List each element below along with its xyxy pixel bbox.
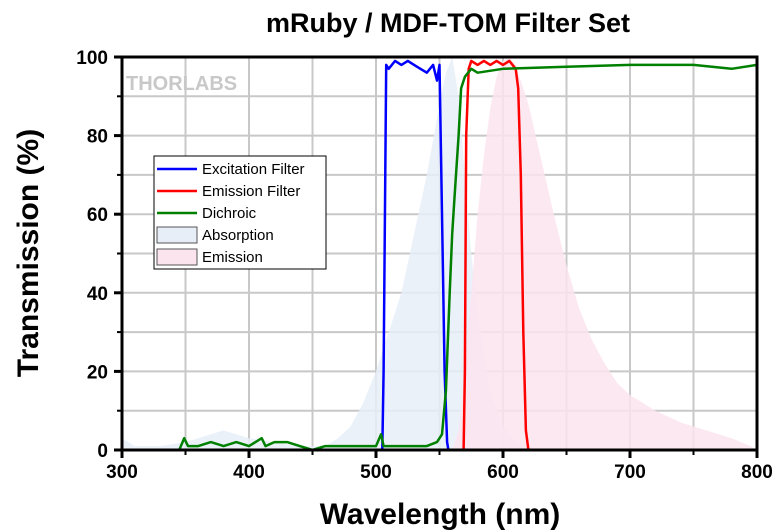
legend-label-emission: Emission — [202, 249, 263, 266]
absorption-area — [122, 57, 529, 450]
chart-title: mRuby / MDF-TOM Filter Set — [266, 8, 630, 38]
y-tick-label: 60 — [87, 205, 108, 226]
legend-label-excitation-filter: Excitation Filter — [202, 161, 305, 178]
dichroic-line — [122, 63, 758, 452]
y-tick-label: 80 — [87, 127, 108, 148]
legend: Excitation Filter Emission Filter Dichroic… — [153, 155, 327, 270]
emission-filter-line — [122, 59, 757, 452]
legend-swatch-emission — [156, 248, 198, 266]
thorlabs-watermark: THORLABS — [126, 73, 237, 95]
x-tick-label: 500 — [360, 462, 392, 483]
excitation-filter-line — [122, 59, 757, 452]
y-tick-label: 40 — [87, 284, 108, 305]
legend-label-emission-filter: Emission Filter — [202, 183, 300, 200]
x-tick-label: 400 — [233, 462, 265, 483]
y-tick-label: 20 — [87, 362, 108, 383]
legend-swatch-absorption — [156, 226, 198, 244]
x-tick-label: 800 — [741, 462, 773, 483]
x-tick-label: 700 — [614, 462, 646, 483]
legend-label-absorption: Absorption — [202, 227, 274, 244]
legend-label-dichroic: Dichroic — [202, 205, 257, 222]
y-axis-label: Transmission (%) — [12, 129, 45, 377]
x-tick-label: 300 — [106, 462, 138, 483]
y-tick-label: 100 — [76, 48, 108, 69]
emission-area — [452, 57, 757, 450]
y-tick-label: 0 — [97, 441, 108, 462]
x-axis-label: Wavelength (nm) — [320, 498, 561, 531]
x-tick-label: 600 — [487, 462, 519, 483]
